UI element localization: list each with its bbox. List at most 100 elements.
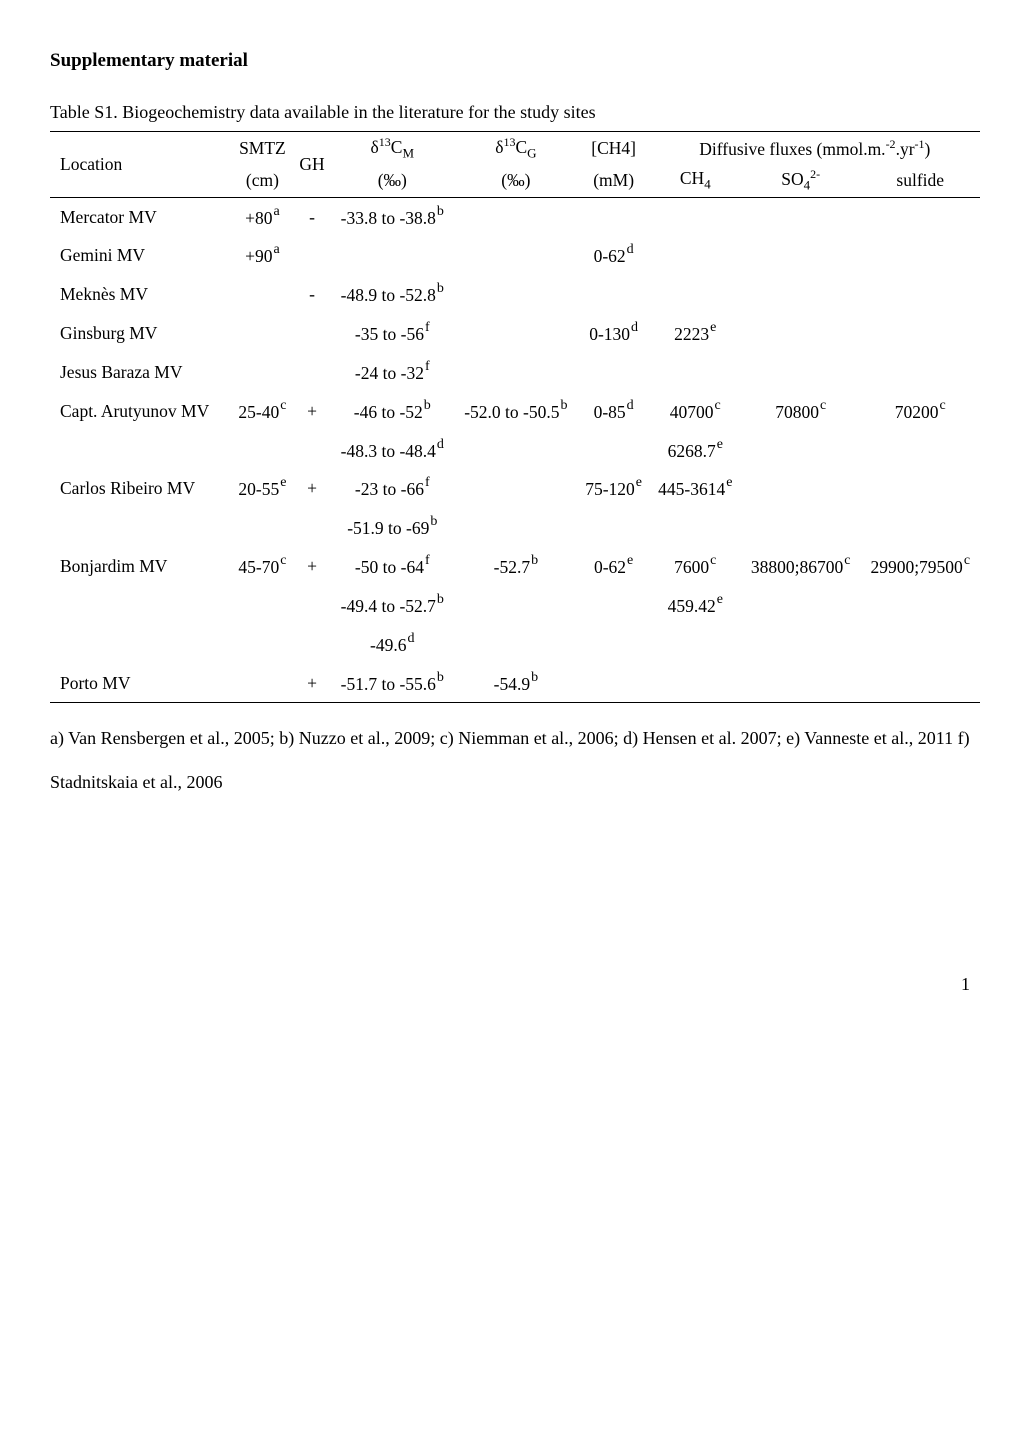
ref: e xyxy=(635,475,642,490)
cell-location: Carlos Ribeiro MV xyxy=(50,469,231,508)
val: -24 to -32 xyxy=(355,363,424,383)
th-d13cg: δ13CG xyxy=(454,132,578,165)
th-flux-ch4: CH4 xyxy=(650,164,741,197)
cell-ch4: 0-130d xyxy=(578,314,650,353)
ref: b xyxy=(436,670,444,685)
cell-smtz: 20-55e xyxy=(231,469,293,508)
table-row: -48.3 to -48.4d 6268.7e xyxy=(50,431,980,470)
ref: c xyxy=(963,553,970,568)
th-flux-so4: SO42- xyxy=(741,164,860,197)
th-d13cm-unit: (‰) xyxy=(330,164,454,197)
th-smtz-unit: (cm) xyxy=(231,164,293,197)
ch: CH xyxy=(680,168,704,188)
cell-fsulf: 29900;79500c xyxy=(860,547,980,586)
th-d13cg-unit: (‰) xyxy=(454,164,578,197)
ref: b xyxy=(530,670,538,685)
cell-d13cm: -51.9 to -69b xyxy=(330,508,454,547)
val: -52.7 xyxy=(494,557,530,577)
table-row: Porto MV + -51.7 to -55.6b -54.9b xyxy=(50,664,980,703)
so: SO xyxy=(781,169,803,189)
val: 459.42 xyxy=(668,596,716,616)
cell-fsulf: 70200c xyxy=(860,392,980,431)
cell-fso4: 38800;86700c xyxy=(741,547,860,586)
ref: b xyxy=(559,398,567,413)
sub: M xyxy=(402,145,414,160)
cell-smtz: +90a xyxy=(231,236,293,275)
cell-d13cm: -33.8 to -38.8b xyxy=(330,197,454,236)
val: -50 to -64 xyxy=(355,557,424,577)
val: 70200 xyxy=(895,402,939,422)
ref: f xyxy=(424,553,430,568)
cell-ch4: 0-85d xyxy=(578,392,650,431)
ref: c xyxy=(819,398,826,413)
iso: 13 xyxy=(379,135,391,149)
val: -54.9 xyxy=(494,673,530,693)
table-row: Gemini MV +90a 0-62d xyxy=(50,236,980,275)
ref: c xyxy=(709,553,716,568)
ref: d xyxy=(436,437,444,452)
cell-smtz: 45-70c xyxy=(231,547,293,586)
ref: e xyxy=(279,475,286,490)
ref: b xyxy=(429,514,437,529)
val: -46 to -52 xyxy=(354,402,423,422)
th-gh: GH xyxy=(294,132,331,198)
th-ch4: [CH4] xyxy=(578,132,650,165)
ref: c xyxy=(279,398,286,413)
val: -49.6 xyxy=(370,635,406,655)
ref: d xyxy=(407,631,415,646)
ref: b xyxy=(436,204,444,219)
ref: e xyxy=(716,437,723,452)
val: 75-120 xyxy=(585,479,635,499)
ref: f xyxy=(424,475,430,490)
val: 70800 xyxy=(775,402,819,422)
table-row: -51.9 to -69b xyxy=(50,508,980,547)
ref: e xyxy=(725,475,732,490)
val: 445-3614 xyxy=(658,479,725,499)
cell-d13cm: -23 to -66f xyxy=(330,469,454,508)
cell-d13cg: -52.7b xyxy=(454,547,578,586)
val: 20-55 xyxy=(238,479,279,499)
cell-d13cg: -52.0 to -50.5b xyxy=(454,392,578,431)
ref: d xyxy=(626,398,634,413)
val: 6268.7 xyxy=(668,440,716,460)
cell-d13cm: -24 to -32f xyxy=(330,353,454,392)
val: +90 xyxy=(245,246,272,266)
val: -48.3 to -48.4 xyxy=(341,440,436,460)
cell-gh: + xyxy=(294,547,331,586)
cell-d13cg: -54.9b xyxy=(454,664,578,703)
th-fluxes: Diffusive fluxes (mmol.m.-2.yr-1) xyxy=(650,132,980,165)
cell-location: Ginsburg MV xyxy=(50,314,231,353)
cell-fch4: 2223e xyxy=(650,314,741,353)
cell-location: Gemini MV xyxy=(50,236,231,275)
th-location: Location xyxy=(50,132,231,198)
ref: b xyxy=(423,398,431,413)
val: 7600 xyxy=(674,557,709,577)
cell-d13cm: -46 to -52b xyxy=(330,392,454,431)
val: -33.8 to -38.8 xyxy=(341,207,436,227)
cell-gh: - xyxy=(294,275,331,314)
th-ch4-unit: (mM) xyxy=(578,164,650,197)
cell-fch4: 445-3614e xyxy=(650,469,741,508)
cell-d13cm: -48.9 to -52.8b xyxy=(330,275,454,314)
cell-d13cm: -50 to -64f xyxy=(330,547,454,586)
val: 38800;86700 xyxy=(751,557,843,577)
cell-fch4: 7600c xyxy=(650,547,741,586)
sub: 4 xyxy=(704,177,711,192)
val: 25-40 xyxy=(238,402,279,422)
ref: f xyxy=(424,359,430,374)
ref: e xyxy=(709,320,716,335)
cell-location: Capt. Arutyunov MV xyxy=(50,392,231,431)
cell-gh: + xyxy=(294,664,331,703)
cell-d13cm: -48.3 to -48.4d xyxy=(330,431,454,470)
cell-smtz: +80a xyxy=(231,197,293,236)
ref: c xyxy=(714,398,721,413)
ref: d xyxy=(630,320,638,335)
ref: b xyxy=(436,281,444,296)
cell-location: Jesus Baraza MV xyxy=(50,353,231,392)
cell-gh: + xyxy=(294,392,331,431)
val: 29900;79500 xyxy=(870,557,962,577)
ref: e xyxy=(626,553,633,568)
th-flux-sulfide: sulfide xyxy=(860,164,980,197)
table-row: Meknès MV - -48.9 to -52.8b xyxy=(50,275,980,314)
table-row: Bonjardim MV 45-70c + -50 to -64f -52.7b… xyxy=(50,547,980,586)
